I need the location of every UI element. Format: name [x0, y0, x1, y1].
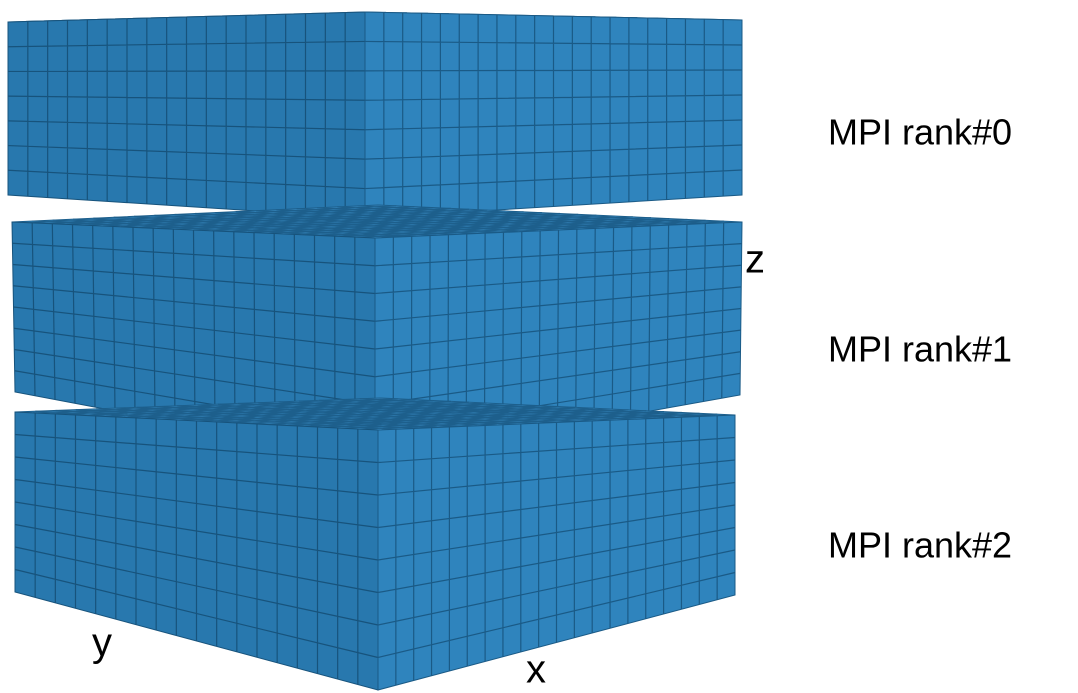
diagram: MPI rank#0 MPI rank#1 MPI rank#2 z y x	[0, 0, 1078, 693]
cube-grid	[378, 416, 735, 686]
cube-grid	[365, 12, 742, 216]
axis-label: y	[92, 621, 112, 665]
blocks	[8, 12, 742, 690]
axis-label: z	[745, 238, 765, 282]
axis-label: x	[526, 648, 546, 692]
rank-label: MPI rank#0	[828, 112, 1012, 153]
rank-label: MPI rank#2	[828, 525, 1012, 566]
rank-label: MPI rank#1	[828, 329, 1012, 370]
